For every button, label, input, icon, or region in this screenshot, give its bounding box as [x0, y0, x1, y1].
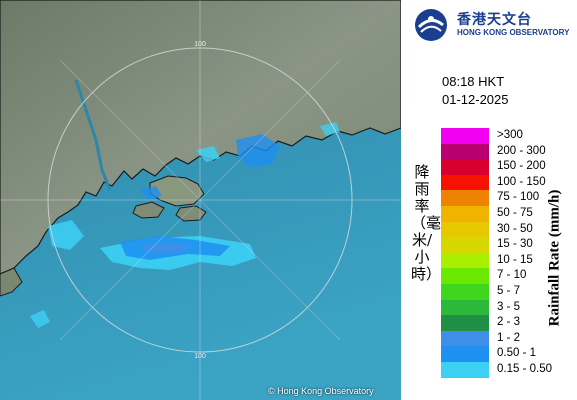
legend-label: 50 - 75 [497, 206, 533, 219]
river-channel [74, 79, 112, 191]
observation-date: 01-12-2025 [442, 92, 509, 107]
legend-label: 100 - 150 [497, 175, 546, 188]
land-west-coast [0, 267, 23, 297]
organization-name-en: HONG KONG OBSERVATORY [457, 28, 570, 37]
legend-label: 7 - 10 [497, 269, 527, 282]
legend-swatch [441, 237, 489, 253]
legend-label: 1 - 2 [497, 331, 521, 344]
legend-label: 3 - 5 [497, 300, 521, 313]
legend-swatch [441, 143, 489, 160]
legend-swatch [441, 159, 489, 175]
legend-swatch [441, 330, 489, 347]
legend-swatch [441, 268, 489, 284]
range-axis-diagonal-2 [59, 59, 341, 341]
legend-label: 150 - 200 [497, 160, 546, 173]
range-label-bottom: 100 [194, 353, 206, 360]
legend-label: 15 - 30 [497, 238, 533, 251]
legend-swatch [441, 283, 489, 300]
rain-echoes [30, 122, 340, 328]
legend-label: 75 - 100 [497, 191, 540, 204]
land-island-west [132, 201, 165, 219]
legend-swatch [441, 346, 489, 362]
legend-swatch [441, 190, 489, 206]
range-rings [0, 0, 401, 400]
legend-swatch [441, 361, 489, 378]
info-panel: 香港天文台 HONG KONG OBSERVATORY 08:18 HKT 01… [401, 0, 577, 400]
legend-label: 5 - 7 [497, 284, 521, 297]
legend-swatch [441, 315, 489, 331]
legend-label: 30 - 50 [497, 222, 533, 235]
range-ring-outer [47, 47, 353, 353]
legend-swatch [441, 128, 489, 144]
legend-label: 0.15 - 0.50 [497, 362, 552, 375]
radar-map: 100 100 © Hong Kong Observatory [0, 0, 401, 400]
legend-title-zh: 降雨率（毫米/小時） [411, 163, 442, 283]
land-island-east [175, 205, 207, 222]
radar-map-canvas: 100 100 [0, 0, 401, 400]
legend-swatch [441, 221, 489, 238]
organization-logo: 香港天文台 HONG KONG OBSERVATORY [413, 7, 573, 43]
copyright-notice: © Hong Kong Observatory [268, 386, 374, 396]
observation-time: 08:18 HKT [442, 74, 505, 89]
legend-title-en: Rainfall Rate (mm/h) [546, 189, 563, 327]
legend-swatch [441, 205, 489, 222]
legend-swatch [441, 252, 489, 269]
legend-swatch [441, 299, 489, 316]
range-label-top: 100 [194, 41, 206, 48]
legend-label: 0.50 - 1 [497, 347, 536, 360]
organization-name-zh: 香港天文台 [457, 12, 532, 28]
legend-label: 200 - 300 [497, 144, 546, 157]
hko-logo-icon [415, 9, 447, 41]
legend-label: 2 - 3 [497, 316, 521, 329]
legend-swatch [441, 174, 489, 191]
legend-label: 10 - 15 [497, 253, 533, 266]
legend-label: >300 [497, 129, 523, 141]
range-axis-diagonal-1 [59, 59, 341, 341]
